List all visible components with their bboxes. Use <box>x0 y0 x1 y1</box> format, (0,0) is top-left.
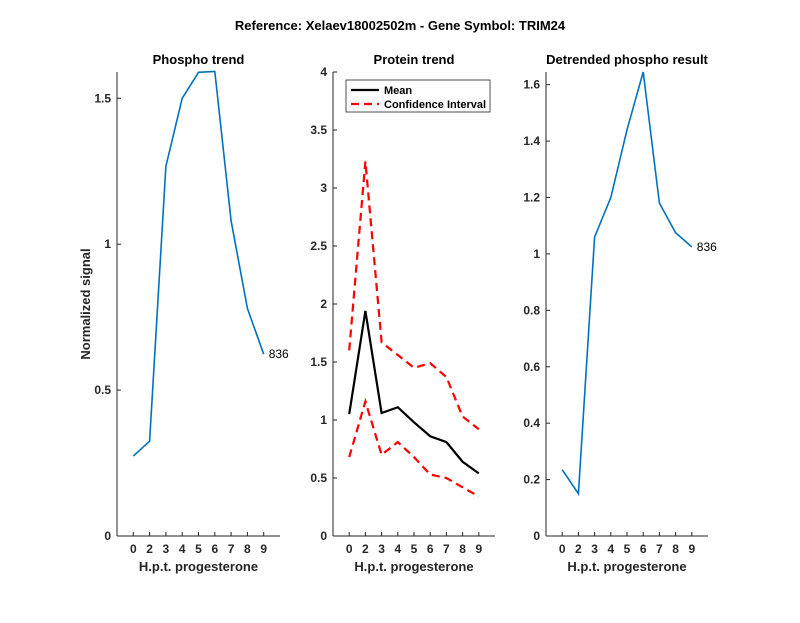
x-tick-label: 6 <box>427 542 434 556</box>
x-tick-label: 9 <box>260 542 267 556</box>
x-tick-label: 2 <box>362 542 369 556</box>
x-tick-label: 5 <box>624 542 631 556</box>
y-tick-label: 2 <box>320 297 327 311</box>
series-line-confidence-interval-lower <box>348 397 480 498</box>
y-tick-label: 1.6 <box>523 78 540 92</box>
y-tick-label: 0.5 <box>310 471 327 485</box>
legend-label: Mean <box>384 85 412 97</box>
y-tick-label: 0.8 <box>523 303 540 317</box>
x-tick-label: 0 <box>130 542 137 556</box>
y-tick-label: 2.5 <box>310 239 327 253</box>
y-tick-label: 1 <box>104 237 111 251</box>
x-tick-label: 2 <box>146 542 153 556</box>
legend-box <box>345 79 491 113</box>
x-axis-label: H.p.t. progesterone <box>567 559 686 574</box>
x-tick-label: 9 <box>688 542 695 556</box>
y-tick-label: 3 <box>320 181 327 195</box>
x-tick-label: 8 <box>459 542 466 556</box>
panel-title: Protein trend <box>374 52 455 67</box>
x-tick-label: 4 <box>179 542 186 556</box>
y-tick-label: 1.5 <box>94 91 111 105</box>
x-tick-label: 3 <box>591 542 598 556</box>
x-tick-label: 3 <box>378 542 385 556</box>
figure-title: Reference: Xelaev18002502m - Gene Symbol… <box>235 18 566 33</box>
x-tick-label: 0 <box>346 542 353 556</box>
y-tick-label: 3.5 <box>310 123 327 137</box>
x-tick-label: 5 <box>411 542 418 556</box>
x-tick-label: 7 <box>656 542 663 556</box>
y-tick-label: 0.6 <box>523 360 540 374</box>
x-tick-label: 7 <box>443 542 450 556</box>
x-tick-label: 4 <box>607 542 614 556</box>
x-tick-label: 7 <box>228 542 235 556</box>
y-tick-label: 1.5 <box>310 355 327 369</box>
series-end-label: 836 <box>269 347 289 361</box>
series-line-confidence-interval-upper <box>348 161 480 431</box>
x-axis-label: H.p.t. progesterone <box>354 559 473 574</box>
series-line-mean <box>348 310 480 475</box>
x-tick-label: 3 <box>163 542 170 556</box>
series-line-836 <box>561 71 693 497</box>
series-line-836 <box>132 70 265 457</box>
y-tick-label: 1.2 <box>523 191 540 205</box>
x-tick-label: 6 <box>640 542 647 556</box>
y-tick-label: 0 <box>104 529 111 543</box>
series-end-label: 836 <box>697 240 717 254</box>
y-axis-label: Normalized signal <box>78 248 93 359</box>
x-tick-label: 2 <box>575 542 582 556</box>
y-tick-label: 0.5 <box>94 383 111 397</box>
x-tick-label: 0 <box>559 542 566 556</box>
y-tick-label: 4 <box>320 65 327 79</box>
y-tick-label: 0.2 <box>523 473 540 487</box>
x-axis-label: H.p.t. progesterone <box>139 559 258 574</box>
y-tick-label: 0 <box>320 529 327 543</box>
x-tick-label: 6 <box>211 542 218 556</box>
x-tick-label: 4 <box>394 542 401 556</box>
x-tick-label: 8 <box>672 542 679 556</box>
y-tick-label: 0 <box>533 529 540 543</box>
x-tick-label: 8 <box>244 542 251 556</box>
x-tick-label: 5 <box>195 542 202 556</box>
y-tick-label: 0.4 <box>523 416 540 430</box>
x-tick-label: 9 <box>475 542 482 556</box>
y-tick-label: 1 <box>533 247 540 261</box>
y-tick-label: 1 <box>320 413 327 427</box>
panel-title: Phospho trend <box>153 52 245 67</box>
panel-title: Detrended phospho result <box>546 52 708 67</box>
legend-label: Confidence Interval <box>384 99 486 111</box>
y-tick-label: 1.4 <box>523 134 540 148</box>
